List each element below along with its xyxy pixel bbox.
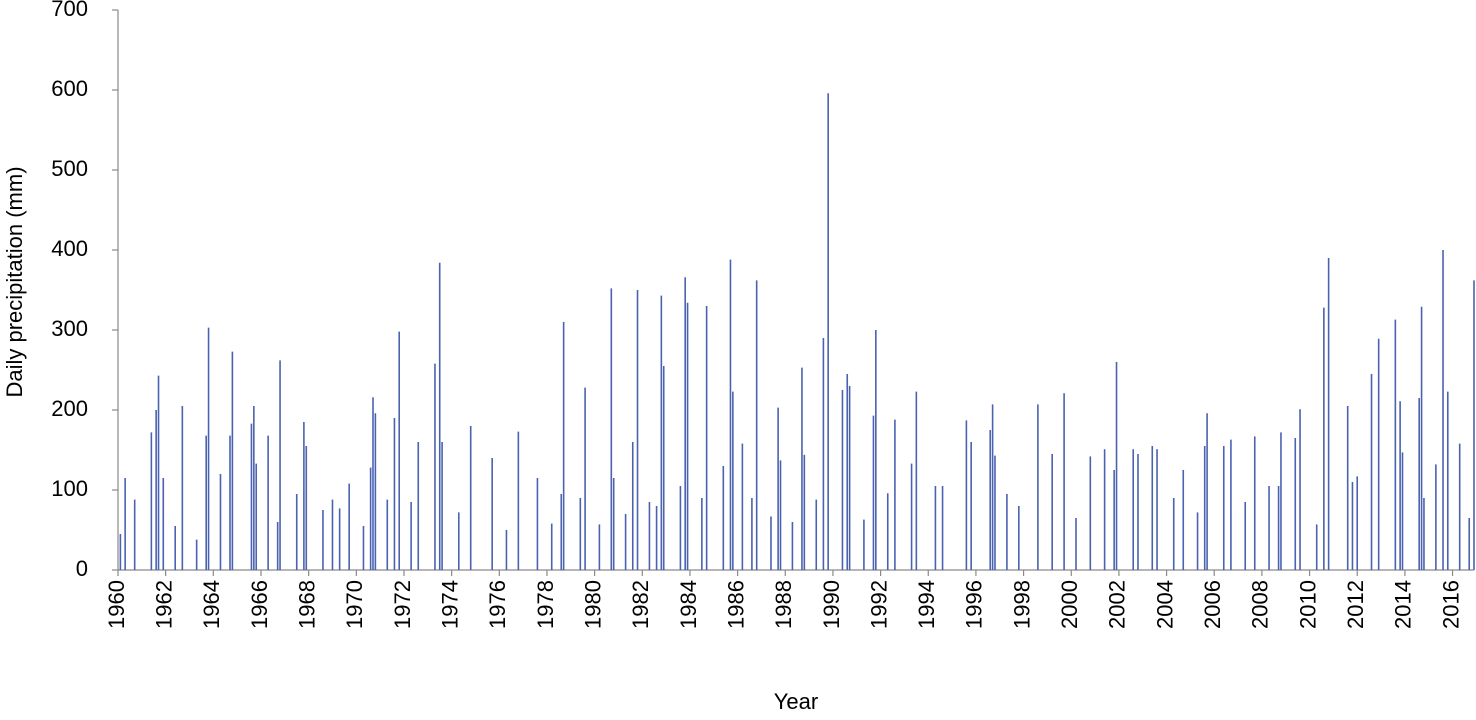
y-tick-label: 400 (51, 236, 88, 261)
x-tick-label: 1968 (294, 580, 319, 629)
x-tick-label: 1976 (485, 580, 510, 629)
y-tick-label: 0 (76, 556, 88, 581)
x-tick-label: 1972 (390, 580, 415, 629)
x-tick-label: 2008 (1248, 580, 1273, 629)
x-tick-label: 1990 (819, 580, 844, 629)
x-tick-label: 1964 (199, 580, 224, 629)
x-tick-label: 1970 (342, 580, 367, 629)
x-tick-label: 1982 (628, 580, 653, 629)
x-tick-label: 2012 (1343, 580, 1368, 629)
x-tick-label: 1984 (676, 580, 701, 629)
x-tick-label: 1992 (866, 580, 891, 629)
x-tick-label: 2002 (1105, 580, 1130, 629)
x-tick-label: 2006 (1200, 580, 1225, 629)
x-tick-label: 1988 (771, 580, 796, 629)
x-tick-label: 2000 (1057, 580, 1082, 629)
y-tick-label: 700 (51, 0, 88, 21)
x-tick-label: 2010 (1295, 580, 1320, 629)
x-tick-label: 1960 (104, 580, 129, 629)
x-tick-label: 1974 (437, 580, 462, 629)
y-tick-label: 500 (51, 156, 88, 181)
x-tick-label: 1986 (723, 580, 748, 629)
y-tick-label: 100 (51, 476, 88, 501)
y-tick-label: 600 (51, 76, 88, 101)
x-tick-label: 1966 (247, 580, 272, 629)
x-tick-label: 2004 (1152, 580, 1177, 629)
y-axis-title: Daily precipitation (mm) (2, 166, 27, 397)
y-tick-label: 300 (51, 316, 88, 341)
x-tick-label: 1996 (962, 580, 987, 629)
y-tick-label: 200 (51, 396, 88, 421)
x-axis-title: Year (774, 689, 818, 714)
x-tick-label: 1978 (533, 580, 558, 629)
x-tick-label: 1994 (914, 580, 939, 629)
x-tick-label: 1980 (580, 580, 605, 629)
x-tick-label: 1962 (151, 580, 176, 629)
x-tick-label: 2016 (1438, 580, 1463, 629)
x-tick-label: 2014 (1391, 580, 1416, 629)
x-tick-label: 1998 (1009, 580, 1034, 629)
